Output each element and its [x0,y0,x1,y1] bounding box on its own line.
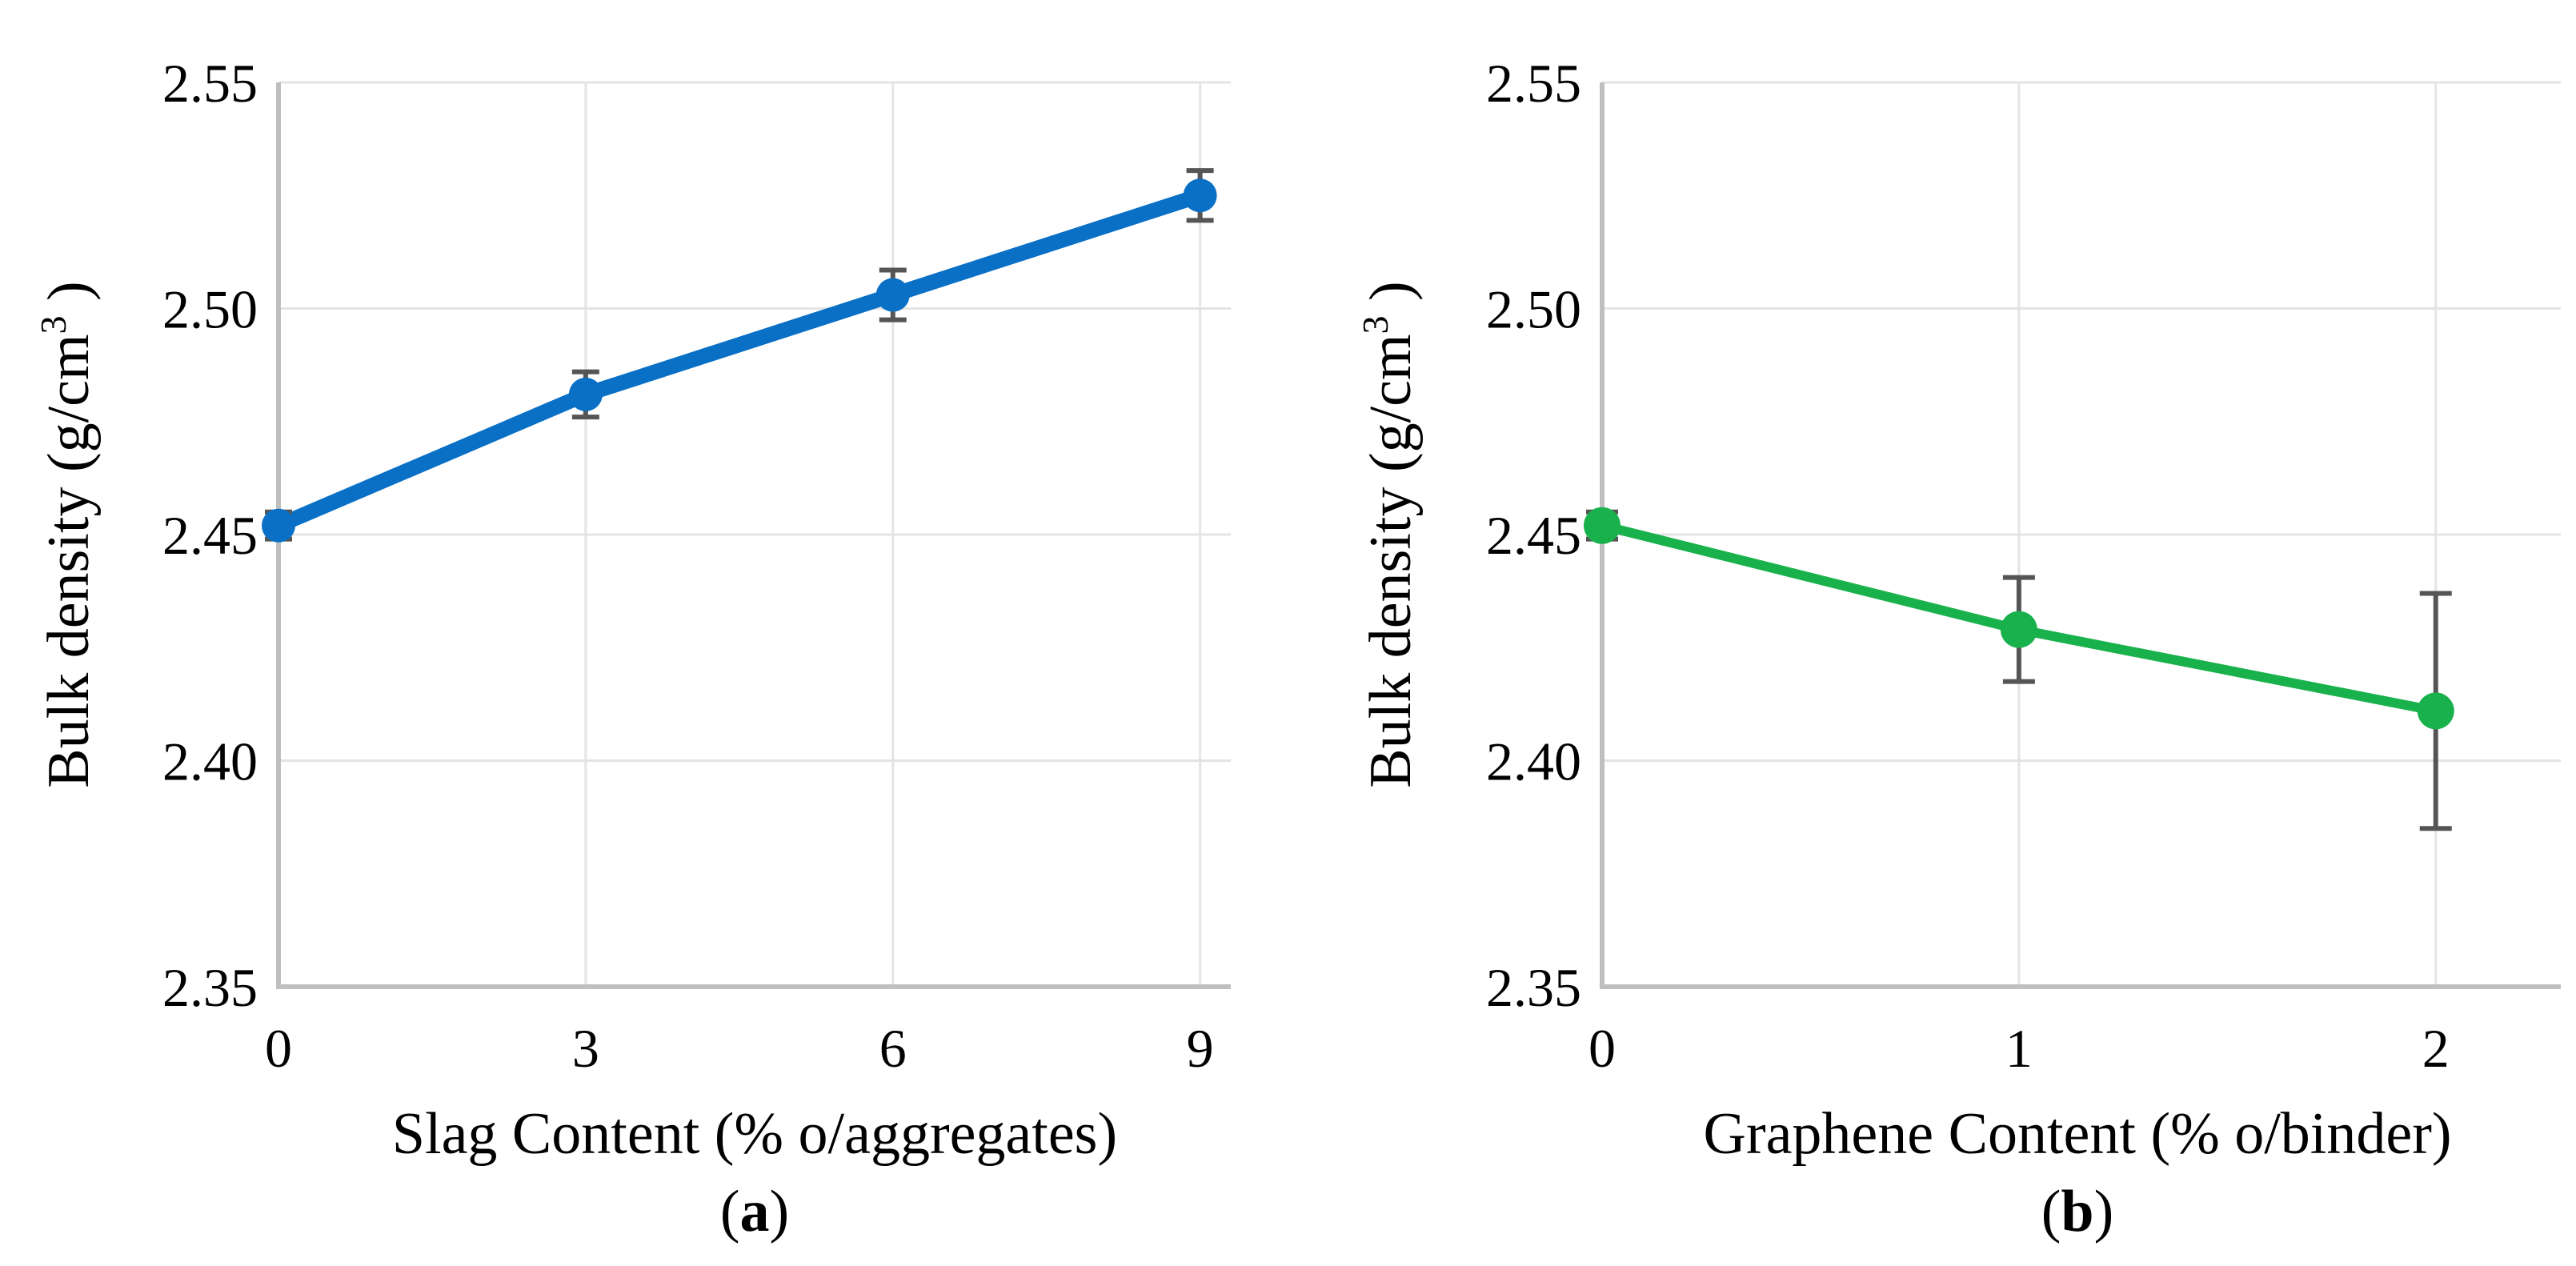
panel-b-x-tick-label: 1 [2005,1018,2033,1079]
panel-a-y-tick-label: 2.45 [162,505,258,566]
panel-b-x-tick-label: 0 [1588,1018,1616,1079]
panel-a-data-point [262,508,295,543]
panel-b-y-tick-labels: 2.35 2.40 2.45 2.50 2.55 [1486,53,1581,1018]
panel-b-y-tick-label: 2.40 [1486,731,1581,792]
panel-b-data-point [1584,507,1621,544]
panel-b-data-point [2417,692,2454,730]
panel-b-data-point [2000,611,2037,648]
chart-panel-b: 2.35 2.40 2.45 2.50 2.55 0 1 2 Bulk density (g… [1355,53,2561,1244]
panel-a-data-point [875,278,910,312]
panel-a-y-tick-labels: 2.35 2.40 2.45 2.50 2.55 [162,53,258,1018]
panel-b-gridlines [1602,81,2561,987]
panel-a-series [262,168,1217,543]
panel-b-y-tick-label: 2.35 [1486,957,1581,1018]
panel-a-x-axis-title: Slag Content (% o/aggregates) [392,1101,1117,1167]
panel-b-label: (b) [2041,1179,2113,1244]
panel-b-y-axis-title-superscript: 3 [1355,315,1396,334]
panel-a-x-tick-label: 9 [1187,1018,1214,1079]
panel-b-series [1584,507,2454,831]
panel-a-label-letter: a [740,1179,770,1244]
panel-a-y-tick-label: 2.35 [162,957,258,1018]
panel-b-x-tick-label: 2 [2422,1018,2450,1079]
panel-a-series-line [270,187,1208,534]
panel-a-y-axis-title-close: ) [36,281,102,315]
panel-a-data-point [568,377,603,411]
panel-a-y-tick-label: 2.50 [162,279,258,340]
panel-b-y-tick-label: 2.55 [1486,53,1581,114]
panel-a-y-axis-title-main: Bulk density (g/cm [36,334,102,787]
panel-a-x-tick-labels: 0 3 6 9 [265,1018,1214,1079]
panel-b-x-axis-title: Graphene Content (% o/binder) [1704,1101,2452,1167]
panel-b-label-letter: b [2061,1179,2093,1244]
panel-b-y-tick-label: 2.50 [1486,279,1581,340]
panel-b-y-axis-title-main: Bulk density (g/cm [1358,334,1424,787]
panel-a-y-tick-label: 2.40 [162,731,258,792]
panel-b-y-tick-label: 2.45 [1486,505,1581,566]
panel-a-y-axis-title: Bulk density (g/cm3 ) [33,281,102,787]
panel-b-y-axis-title-close: ) [1358,281,1424,315]
panel-a-y-tick-label: 2.55 [162,53,258,114]
panel-a-x-tick-label: 3 [572,1018,599,1079]
panel-a-label: (a) [720,1179,789,1244]
chart-panel-a: 2.35 2.40 2.45 2.50 2.55 0 3 6 9 Bulk density (… [33,53,1231,1244]
panel-b-x-tick-labels: 0 1 2 [1588,1018,2450,1079]
panel-a-x-tick-label: 0 [265,1018,292,1079]
panel-a-x-tick-label: 6 [879,1018,907,1079]
panel-a-data-point [1183,178,1217,213]
panel-b-y-axis-title: Bulk density (g/cm3 ) [1355,281,1424,787]
panel-a-gridlines [278,81,1231,987]
panel-a-y-axis-title-superscript: 3 [33,315,74,334]
